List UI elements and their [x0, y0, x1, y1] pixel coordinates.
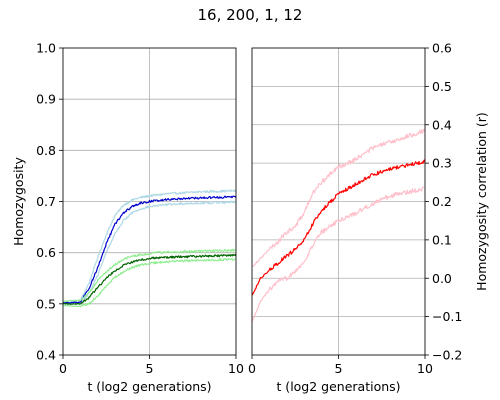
right-ytick-label-0: −0.2 [432, 348, 462, 363]
right-series-group [252, 128, 425, 323]
left-ytick-label-0: 0.4 [36, 348, 56, 363]
left-ylabel: Homozygosity [11, 157, 26, 246]
right-ytick-label-8: 0.6 [432, 41, 452, 56]
right-ytick-label-4: 0.2 [432, 194, 452, 209]
left-xtick-label-0: 0 [59, 361, 67, 376]
right-xtick-label-1: 5 [335, 361, 343, 376]
left-series-line-1 [63, 200, 236, 305]
right-ytick-label-2: 0.0 [432, 271, 452, 286]
right-xtick-label-2: 10 [417, 361, 433, 376]
left-xlabel: t (log2 generations) [87, 379, 211, 394]
right-xlabel: t (log2 generations) [276, 379, 400, 394]
left-series-line-5 [63, 253, 236, 305]
right-series-line-1 [252, 186, 425, 323]
right-ytick-label-5: 0.3 [432, 156, 452, 171]
left-series-line-2 [63, 195, 236, 304]
left-series-line-3 [63, 248, 236, 302]
left-ytick-label-6: 1.0 [36, 41, 56, 56]
left-xtick-label-2: 10 [228, 361, 244, 376]
right-ylabel: Homozygosity correlation (r) [474, 112, 489, 291]
left-ytick-label-5: 0.9 [36, 92, 56, 107]
left-xtick-label-1: 5 [146, 361, 154, 376]
left-ytick-label-3: 0.7 [36, 194, 56, 209]
left-panel: 0 5 10 0.4 0.5 0.6 0.7 0.8 0.9 1.0 t (log2 generat… [11, 41, 244, 395]
right-ytick-label-3: 0.1 [432, 232, 452, 247]
right-series-line-0 [252, 128, 425, 268]
left-series-line-4 [63, 257, 236, 308]
left-ytick-label-4: 0.8 [36, 143, 56, 158]
right-ytick-label-1: −0.1 [432, 309, 462, 324]
right-xtick-label-0: 0 [248, 361, 256, 376]
left-ytick-label-1: 0.5 [36, 296, 56, 311]
left-series-group [63, 189, 236, 308]
right-ytick-label-7: 0.5 [432, 79, 452, 94]
figure-title: 16, 200, 1, 12 [197, 6, 303, 24]
right-series-line-2 [252, 159, 425, 296]
right-panel: 0 5 10−0.2 −0.1 0.0 0.1 0.2 0.3 0.4 0.5 0.6 t (log2… [248, 41, 489, 395]
left-ytick-label-2: 0.6 [36, 245, 56, 260]
right-ytick-label-6: 0.4 [432, 117, 452, 132]
left-series-line-0 [63, 189, 236, 303]
